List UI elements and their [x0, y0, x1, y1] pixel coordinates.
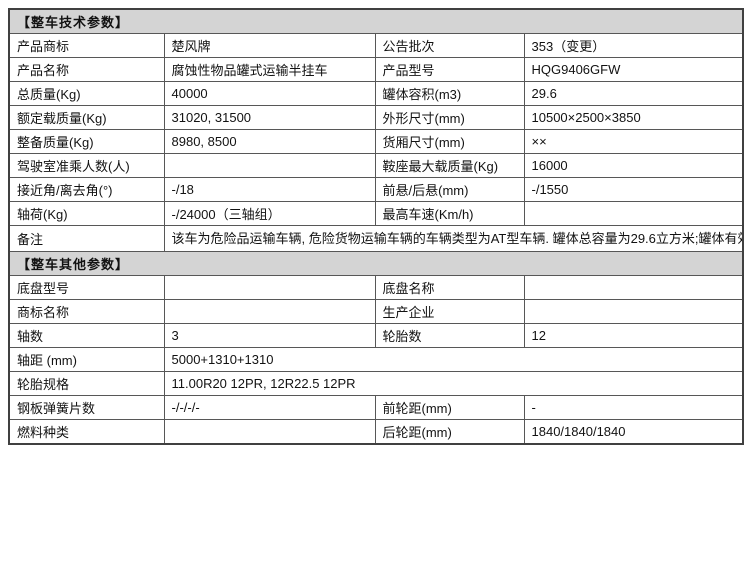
param-value-cargo-box-size: ×× [523, 129, 744, 154]
table-row: 轮胎规格 11.00R20 12PR, 12R22.5 12PR [8, 371, 744, 396]
param-value-cab-passengers [163, 153, 376, 178]
param-value-rear-track: 1840/1840/1840 [523, 419, 744, 445]
param-label-manufacturer: 生产企业 [374, 299, 525, 324]
param-label-product-trademark: 产品商标 [8, 33, 165, 58]
param-label-tire-count: 轮胎数 [374, 323, 525, 348]
param-label-wheelbase: 轴距 (mm) [8, 347, 165, 372]
param-value-product-trademark: 楚风牌 [163, 33, 376, 58]
param-value-front-track: - [523, 395, 744, 420]
param-value-chassis-name [523, 275, 744, 300]
param-value-product-model: HQG9406GFW [523, 57, 744, 82]
remarks-label: 备注 [8, 225, 165, 252]
param-label-chassis-model: 底盘型号 [8, 275, 165, 300]
section1-title: 【整车技术参数】 [8, 8, 744, 34]
table-row: 额定载质量(Kg) 31020, 31500 外形尺寸(mm) 10500×25… [8, 105, 744, 130]
param-value-manufacturer [523, 299, 744, 324]
table-row: 产品商标 楚风牌 公告批次 353（变更） [8, 33, 744, 58]
param-value-rated-load: 31020, 31500 [163, 105, 376, 130]
param-label-cab-passengers: 驾驶室准乘人数(人) [8, 153, 165, 178]
param-value-approach-departure-angle: -/18 [163, 177, 376, 202]
param-value-outer-dimensions: 10500×2500×3850 [523, 105, 744, 130]
param-value-product-name: 腐蚀性物品罐式运输半挂车 [163, 57, 376, 82]
param-value-tire-count: 12 [523, 323, 744, 348]
param-label-chassis-name: 底盘名称 [374, 275, 525, 300]
param-value-tank-volume: 29.6 [523, 81, 744, 106]
param-label-announcement-batch: 公告批次 [374, 33, 525, 58]
param-label-trademark-name: 商标名称 [8, 299, 165, 324]
section2-header-row: 【整车其他参数】 [8, 251, 744, 276]
table-row: 总质量(Kg) 40000 罐体容积(m3) 29.6 [8, 81, 744, 106]
param-value-fuel-type [163, 419, 376, 445]
param-label-gross-mass: 总质量(Kg) [8, 81, 165, 106]
param-value-chassis-model [163, 275, 376, 300]
param-label-curb-weight: 整备质量(Kg) [8, 129, 165, 154]
param-label-max-speed: 最高车速(Km/h) [374, 201, 525, 226]
param-label-product-model: 产品型号 [374, 57, 525, 82]
param-value-front-rear-overhang: -/1550 [523, 177, 744, 202]
param-label-saddle-max-load: 鞍座最大载质量(Kg) [374, 153, 525, 178]
param-label-outer-dimensions: 外形尺寸(mm) [374, 105, 525, 130]
param-label-rear-track: 后轮距(mm) [374, 419, 525, 445]
param-label-tank-volume: 罐体容积(m3) [374, 81, 525, 106]
table-row: 商标名称 生产企业 [8, 299, 744, 324]
param-label-cargo-box-size: 货厢尺寸(mm) [374, 129, 525, 154]
table-row: 产品名称 腐蚀性物品罐式运输半挂车 产品型号 HQG9406GFW [8, 57, 744, 82]
table-row: 钢板弹簧片数 -/-/-/- 前轮距(mm) - [8, 395, 744, 420]
table-row: 轴数 3 轮胎数 12 [8, 323, 744, 348]
param-label-rated-load: 额定载质量(Kg) [8, 105, 165, 130]
param-label-axle-load: 轴荷(Kg) [8, 201, 165, 226]
param-value-axle-count: 3 [163, 323, 376, 348]
table-row: 燃料种类 后轮距(mm) 1840/1840/1840 [8, 419, 744, 445]
param-value-gross-mass: 40000 [163, 81, 376, 106]
table-row: 驾驶室准乘人数(人) 鞍座最大载质量(Kg) 16000 [8, 153, 744, 178]
param-label-axle-count: 轴数 [8, 323, 165, 348]
param-label-tire-spec: 轮胎规格 [8, 371, 165, 396]
param-value-curb-weight: 8980, 8500 [163, 129, 376, 154]
table-row: 轴荷(Kg) -/24000（三轴组） 最高车速(Km/h) [8, 201, 744, 226]
table-row-remarks: 备注 该车为危险品运输车辆, 危险货物运输车辆的车辆类型为AT型车辆. 罐体总容… [8, 225, 744, 252]
param-value-leaf-spring-count: -/-/-/- [163, 395, 376, 420]
section2-title: 【整车其他参数】 [8, 251, 744, 276]
table-row: 接近角/离去角(°) -/18 前悬/后悬(mm) -/1550 [8, 177, 744, 202]
table-row: 轴距 (mm) 5000+1310+1310 [8, 347, 744, 372]
param-value-saddle-max-load: 16000 [523, 153, 744, 178]
param-value-tire-spec: 11.00R20 12PR, 12R22.5 12PR [163, 371, 744, 396]
table-row: 底盘型号 底盘名称 [8, 275, 744, 300]
param-label-approach-departure-angle: 接近角/离去角(°) [8, 177, 165, 202]
param-value-axle-load: -/24000（三轴组） [163, 201, 376, 226]
param-value-wheelbase: 5000+1310+1310 [163, 347, 744, 372]
param-value-trademark-name [163, 299, 376, 324]
param-label-front-track: 前轮距(mm) [374, 395, 525, 420]
param-value-max-speed [523, 201, 744, 226]
remarks-text: 该车为危险品运输车辆, 危险货物运输车辆的车辆类型为AT型车辆. 罐体总容量为2… [163, 225, 744, 252]
table-row: 整备质量(Kg) 8980, 8500 货厢尺寸(mm) ×× [8, 129, 744, 154]
param-label-product-name: 产品名称 [8, 57, 165, 82]
param-label-fuel-type: 燃料种类 [8, 419, 165, 445]
param-label-front-rear-overhang: 前悬/后悬(mm) [374, 177, 525, 202]
param-label-leaf-spring-count: 钢板弹簧片数 [8, 395, 165, 420]
param-value-announcement-batch: 353（变更） [523, 33, 744, 58]
section1-header-row: 【整车技术参数】 [8, 8, 744, 34]
vehicle-spec-table: 【整车技术参数】 产品商标 楚风牌 公告批次 353（变更） 产品名称 腐蚀性物… [8, 8, 745, 445]
